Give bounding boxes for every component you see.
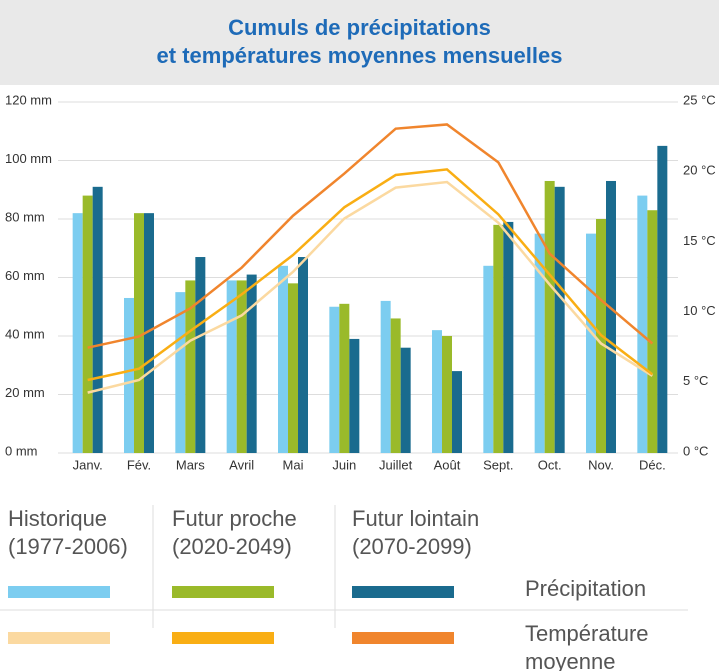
y2-tick-label: 20 °C xyxy=(683,163,716,178)
bar xyxy=(657,145,668,453)
y-tick-label: 80 mm xyxy=(5,209,45,224)
y-tick-label: 40 mm xyxy=(5,326,45,341)
bar xyxy=(226,280,237,453)
bar xyxy=(544,180,555,453)
bar xyxy=(432,330,442,453)
x-tick-label: Janv. xyxy=(73,457,103,472)
y2-tick-label: 0 °C xyxy=(683,443,708,458)
bar xyxy=(606,180,616,453)
bar xyxy=(288,283,298,453)
bar xyxy=(329,306,340,453)
bar xyxy=(380,300,391,453)
x-tick-label: Fév. xyxy=(127,457,151,472)
legend-column-label: Futur lointain (2070-2099) xyxy=(352,506,480,559)
y2-tick-label: 10 °C xyxy=(683,303,716,318)
bar xyxy=(349,338,360,453)
y2-tick-label: 25 °C xyxy=(683,92,716,107)
temperature-line xyxy=(87,180,653,394)
y-tick-label: 60 mm xyxy=(5,268,45,283)
legend-row-label: Température moyenne xyxy=(525,621,649,671)
bar xyxy=(124,297,134,453)
bar xyxy=(534,233,545,453)
chart-title: Cumuls de précipitations et températures… xyxy=(156,15,563,68)
bar xyxy=(586,233,596,453)
legend-swatch xyxy=(172,632,274,644)
y2-tick-label: 5 °C xyxy=(683,373,708,388)
legend-swatch xyxy=(8,632,110,644)
legend-swatch xyxy=(172,586,274,598)
x-tick-label: Août xyxy=(434,457,461,472)
bar xyxy=(185,280,196,453)
bar xyxy=(390,318,401,453)
legend-column-label: Historique (1977-2006) xyxy=(8,506,128,559)
bar xyxy=(72,213,83,453)
legend-column-label: Futur proche (2020-2049) xyxy=(172,506,297,559)
x-tick-label: Nov. xyxy=(588,457,614,472)
bar xyxy=(339,303,350,453)
legend-swatch xyxy=(352,632,454,644)
x-tick-label: Mars xyxy=(176,457,205,472)
bar xyxy=(195,257,206,453)
temperature-line xyxy=(87,123,654,349)
legend-swatch xyxy=(8,586,110,598)
bar xyxy=(503,221,514,453)
x-tick-label: Sept. xyxy=(483,457,513,472)
x-tick-label: Oct. xyxy=(538,457,562,472)
header xyxy=(0,0,719,85)
bar xyxy=(82,195,93,453)
y-tick-label: 120 mm xyxy=(5,92,52,107)
x-tick-label: Déc. xyxy=(639,457,666,472)
bar xyxy=(134,213,144,453)
bar xyxy=(554,186,565,453)
bar xyxy=(483,265,494,453)
bar xyxy=(647,210,658,453)
bar xyxy=(278,265,288,453)
bar xyxy=(442,336,452,453)
legend-row-label: Précipitation xyxy=(525,576,647,601)
temperature-line xyxy=(87,168,654,382)
bar xyxy=(400,347,411,453)
bar xyxy=(246,274,257,453)
y-tick-label: 100 mm xyxy=(5,151,52,166)
y-tick-label: 0 mm xyxy=(5,443,38,458)
y2-tick-label: 15 °C xyxy=(683,233,716,248)
bar xyxy=(175,292,186,453)
bar xyxy=(144,213,154,453)
bar xyxy=(298,257,308,453)
legend-swatch xyxy=(352,586,454,598)
x-tick-label: Juin xyxy=(332,457,356,472)
x-tick-label: Avril xyxy=(229,457,254,472)
bar xyxy=(493,224,504,453)
y-tick-label: 20 mm xyxy=(5,385,45,400)
x-tick-label: Mai xyxy=(283,457,304,472)
bar xyxy=(452,371,462,453)
bar xyxy=(92,186,103,453)
bar xyxy=(637,195,648,453)
x-tick-label: Juillet xyxy=(379,457,413,472)
bar xyxy=(236,280,247,453)
